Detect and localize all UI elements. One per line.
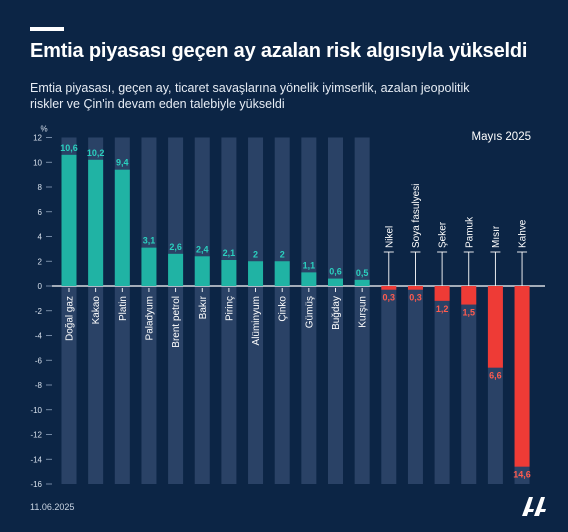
category-label: Nikel [384, 226, 395, 248]
y-tick-label: -4 [35, 332, 43, 341]
category-label: Mısır [491, 225, 502, 248]
bar [461, 286, 477, 305]
value-label: 1,1 [303, 260, 316, 270]
value-label: 2,4 [196, 244, 209, 254]
value-label: 2 [280, 249, 285, 259]
bar [407, 286, 423, 290]
title-accent-bar [30, 27, 64, 31]
y-tick-label: 10 [33, 158, 42, 167]
bar [514, 286, 530, 467]
y-tick-label: -14 [30, 455, 42, 464]
bar-track [381, 286, 397, 484]
y-tick-label: 8 [38, 183, 43, 192]
category-label: Kahve [518, 219, 529, 248]
value-label: 1,2 [436, 304, 449, 314]
bar-track [328, 137, 343, 484]
value-label: 1,5 [462, 308, 475, 318]
category-label: Brent petrol [171, 296, 182, 348]
bar-track [461, 286, 477, 484]
y-tick-label: -12 [30, 431, 42, 440]
bar [88, 159, 104, 286]
category-label: Soya fasulyesi [411, 184, 422, 248]
bar [434, 286, 450, 301]
bar-track [141, 137, 157, 484]
bar [354, 279, 370, 286]
value-label: 10,6 [60, 143, 78, 153]
page-title: Emtia piyasası geçen ay azalan risk algı… [30, 40, 528, 62]
category-label: Şeker [438, 221, 449, 248]
bar [61, 154, 77, 286]
bar [487, 286, 503, 368]
category-label: Bakır [198, 295, 209, 319]
y-tick-label: -8 [35, 381, 43, 390]
bar-track [434, 286, 450, 484]
bar [141, 247, 157, 286]
category-label: Alüminyum [251, 296, 262, 345]
value-label: 0,5 [356, 268, 369, 278]
bar-track [248, 137, 264, 484]
category-label: Doğal gaz [65, 296, 76, 341]
category-label: Pirinç [224, 296, 235, 321]
category-label: Buğday [331, 296, 342, 330]
value-label: 9,4 [116, 158, 129, 168]
bar-track [301, 137, 317, 484]
y-tick-label: 12 [33, 134, 42, 143]
page-subtitle: Emtia piyasası, geçen ay, ticaret savaşl… [30, 81, 470, 111]
bar [248, 261, 264, 286]
bar-track [194, 137, 210, 484]
bar [328, 278, 343, 286]
y-tick-label: 4 [38, 233, 43, 242]
bar [221, 260, 237, 286]
value-label: 3,1 [143, 236, 156, 246]
bar-track [274, 137, 290, 484]
aa-logo-icon [522, 497, 546, 516]
bar [274, 261, 290, 286]
category-label: Kurşun [358, 296, 369, 328]
bar-track [407, 286, 423, 484]
value-label: 6,6 [489, 371, 502, 381]
y-tick-label: 2 [38, 257, 43, 266]
value-label: 14,6 [513, 470, 531, 480]
y-unit-label: % [40, 125, 47, 134]
bar-track [354, 137, 370, 484]
value-label: 0,3 [409, 293, 422, 303]
bar [381, 286, 397, 290]
y-tick-label: -16 [30, 480, 42, 489]
value-label: 0,6 [329, 267, 342, 277]
y-tick-label: -10 [30, 406, 42, 415]
bar-track [168, 137, 184, 484]
category-label: Çinko [278, 296, 289, 322]
y-tick-label: 6 [38, 208, 43, 217]
bar [114, 169, 130, 286]
y-tick-label: -6 [35, 356, 43, 365]
y-tick-label: -2 [35, 307, 43, 316]
y-tick-label: 0 [38, 282, 43, 291]
footer-date: 11.06.2025 [30, 502, 75, 512]
bar [301, 272, 317, 286]
value-label: 0,3 [383, 293, 396, 303]
value-label: 2 [253, 249, 258, 259]
value-label: 2,6 [169, 242, 182, 252]
value-label: 10,2 [87, 148, 105, 158]
category-label: Platin [118, 296, 129, 321]
bar [168, 253, 184, 286]
period-label: Mayıs 2025 [472, 131, 531, 143]
category-label: Paladyum [144, 296, 155, 340]
bar-track [221, 137, 237, 484]
category-label: Pamuk [464, 216, 475, 248]
category-label: Gümüş [304, 296, 315, 328]
bar [194, 256, 210, 286]
value-label: 2,1 [223, 248, 236, 258]
category-label: Kakao [91, 296, 102, 325]
